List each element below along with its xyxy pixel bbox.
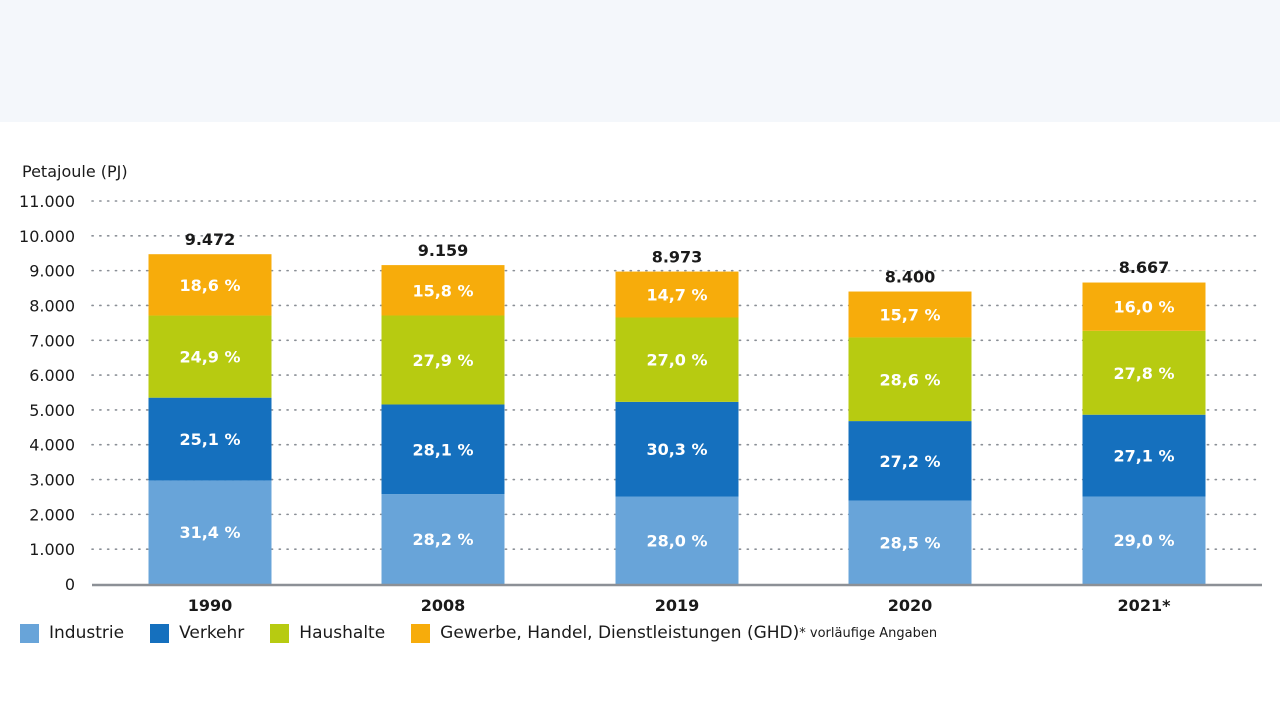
bar-group-2008: 28,2 % 28,1 % 27,9 % 15,8 % 9.159 <box>381 241 505 584</box>
x-tick-label: 1990 <box>188 596 233 615</box>
segment-percent-label: 31,4 % <box>179 523 240 542</box>
y-tick-label: 4.000 <box>29 436 75 455</box>
legend-item-haushalte: Haushalte <box>270 623 385 643</box>
bar-segment-haushalte <box>148 315 272 398</box>
bar-segment-industrie <box>381 494 505 584</box>
y-axis-ticks: 0 1.000 2.000 3.000 4.000 5.000 6.000 7.000 8.00… <box>19 192 75 594</box>
bar-segment-industrie <box>1082 496 1206 584</box>
y-tick-label: 9.000 <box>29 262 75 281</box>
bar-segment-gewerbe <box>148 254 272 316</box>
bar-segment-gewerbe <box>848 291 972 338</box>
legend-swatch-haushalte <box>270 623 290 643</box>
segment-percent-label: 30,3 % <box>646 440 707 459</box>
bar-segment-haushalte <box>848 337 972 422</box>
bar-group-2020: 28,5 % 27,2 % 28,6 % 15,7 % 8.400 <box>848 268 972 584</box>
footnote: * vorläufige Angaben <box>799 625 938 641</box>
total-label: 9.472 <box>185 230 236 249</box>
segment-percent-label: 15,7 % <box>879 305 940 324</box>
bar-segment-verkehr <box>615 401 739 497</box>
bar-group-2021: 29,0 % 27,1 % 27,8 % 16,0 % 8.667 <box>1082 258 1206 584</box>
legend-swatch-verkehr <box>150 623 170 643</box>
x-tick-label: 2020 <box>888 596 933 615</box>
bar-segment-industrie <box>148 480 272 584</box>
y-tick-label: 3.000 <box>29 471 75 490</box>
segment-percent-label: 28,6 % <box>879 370 940 389</box>
legend-label: Gewerbe, Handel, Dienstleistungen (GHD) <box>440 623 800 643</box>
y-tick-label: 1.000 <box>29 540 75 559</box>
segment-percent-label: 28,5 % <box>879 533 940 552</box>
segment-percent-label: 27,1 % <box>1113 447 1174 466</box>
y-tick-label: 7.000 <box>29 331 75 350</box>
segment-percent-label: 16,0 % <box>1113 298 1174 317</box>
total-label: 9.159 <box>418 241 469 260</box>
legend-item-industrie: Industrie <box>20 623 124 643</box>
x-tick-label: 2008 <box>421 596 466 615</box>
y-tick-label: 6.000 <box>29 366 75 385</box>
x-axis-ticks: 1990 2008 2019 2020 2021* <box>188 596 1171 615</box>
segment-percent-label: 18,6 % <box>179 276 240 295</box>
bar-segment-gewerbe <box>381 265 505 316</box>
legend-label: Verkehr <box>179 623 245 643</box>
bar-segment-verkehr <box>381 404 505 495</box>
bar-segment-gewerbe <box>1082 282 1206 331</box>
segment-percent-label: 29,0 % <box>1113 531 1174 550</box>
segment-percent-label: 27,9 % <box>412 351 473 370</box>
bar-segment-industrie <box>615 496 739 584</box>
segment-percent-label: 25,1 % <box>179 430 240 449</box>
bar-segment-verkehr <box>148 397 272 481</box>
legend-swatch-ghd <box>411 623 431 643</box>
segment-percent-label: 28,2 % <box>412 530 473 549</box>
y-axis-title: Petajoule (PJ) <box>22 162 128 181</box>
y-tick-label: 5.000 <box>29 401 75 420</box>
x-tick-label: 2021* <box>1118 596 1172 615</box>
legend-label: Haushalte <box>299 623 386 643</box>
bar-segment-gewerbe <box>615 271 739 318</box>
y-tick-label: 10.000 <box>19 227 75 246</box>
legend-item-verkehr: Verkehr <box>150 623 244 643</box>
segment-percent-label: 27,2 % <box>879 452 940 471</box>
segment-percent-label: 15,8 % <box>412 281 473 300</box>
bar-segment-haushalte <box>381 315 505 405</box>
y-tick-label: 2.000 <box>29 505 75 524</box>
total-label: 8.973 <box>652 248 703 267</box>
total-label: 8.667 <box>1119 258 1170 277</box>
legend-item-ghd: Gewerbe, Handel, Dienstleistungen (GHD) <box>411 623 799 643</box>
segment-percent-label: 14,7 % <box>646 286 707 305</box>
segment-percent-label: 24,9 % <box>179 348 240 367</box>
y-tick-label: 8.000 <box>29 296 75 315</box>
segment-percent-label: 28,1 % <box>412 440 473 459</box>
bar-segment-industrie <box>848 500 972 584</box>
y-tick-label: 0 <box>65 575 75 594</box>
legend: Industrie Verkehr Haushalte Gewerbe, Han… <box>20 620 937 646</box>
top-banner-area <box>0 0 1280 122</box>
legend-label: Industrie <box>49 623 125 643</box>
bar-group-1990: 31,4 % 25,1 % 24,9 % 18,6 % 9.472 <box>148 230 272 584</box>
bar-segment-verkehr <box>1082 414 1206 497</box>
legend-swatch-industrie <box>20 623 39 643</box>
bar-segment-verkehr <box>848 421 972 501</box>
bar-segment-haushalte <box>615 317 739 402</box>
segment-percent-label: 28,0 % <box>646 531 707 550</box>
bars: 31,4 % 25,1 % 24,9 % 18,6 % 9.472 28,2 % 28,1 … <box>148 230 1206 584</box>
y-tick-label: 11.000 <box>19 192 75 211</box>
bar-segment-haushalte <box>1082 330 1206 415</box>
total-label: 8.400 <box>885 268 936 287</box>
segment-percent-label: 27,0 % <box>646 351 707 370</box>
x-tick-label: 2019 <box>655 596 700 615</box>
segment-percent-label: 27,8 % <box>1113 364 1174 383</box>
bar-group-2019: 28,0 % 30,3 % 27,0 % 14,7 % 8.973 <box>615 248 739 584</box>
